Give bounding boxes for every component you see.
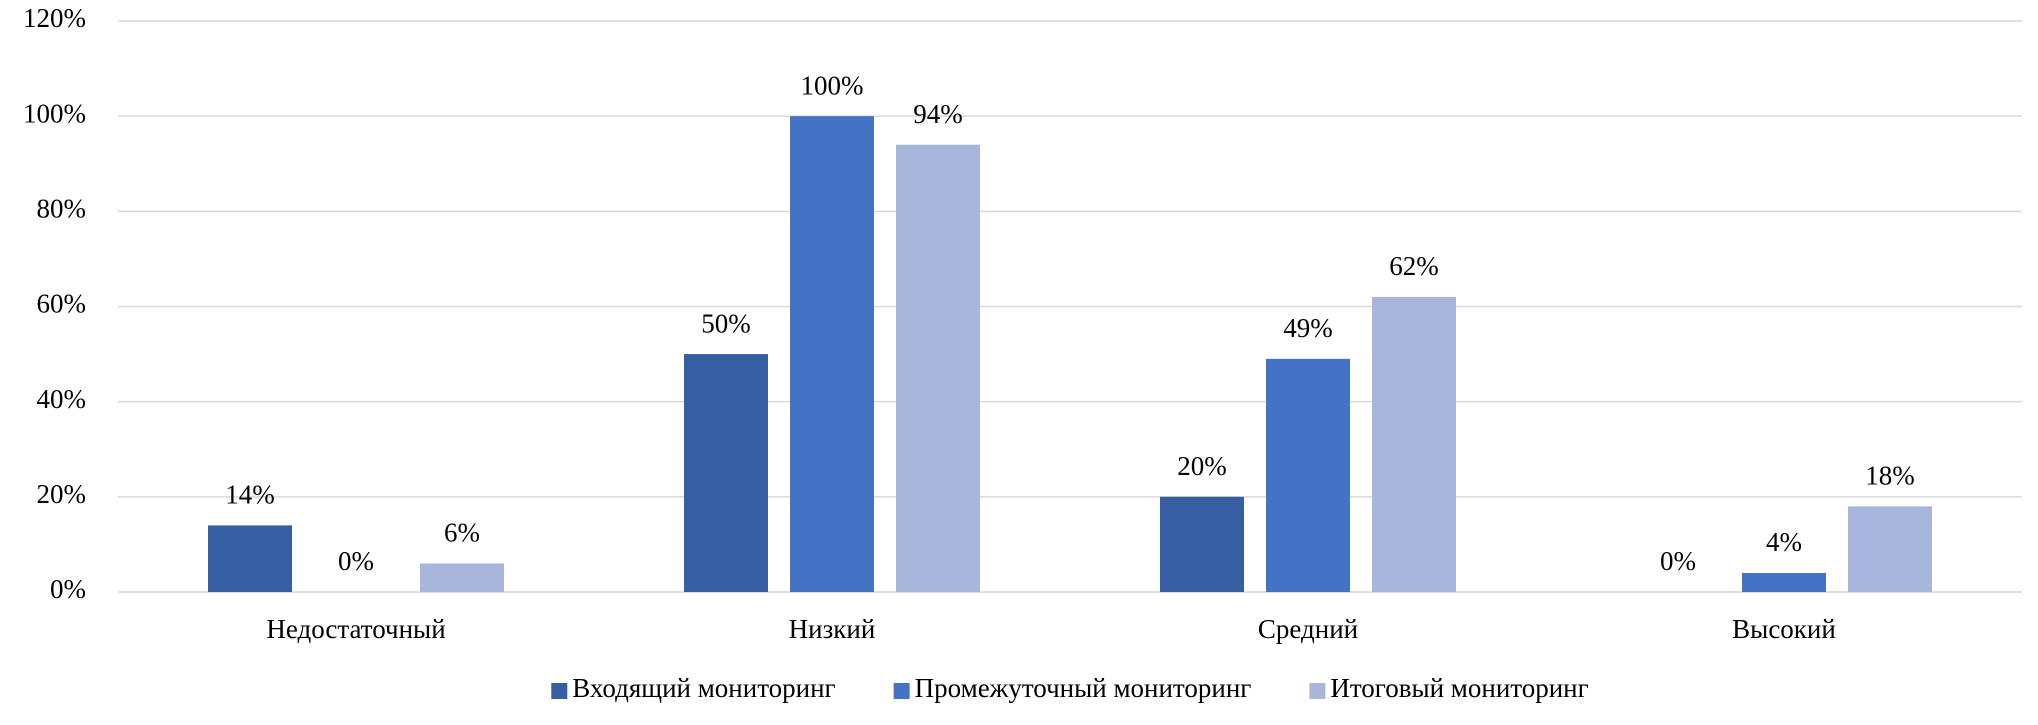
- data-label: 49%: [1283, 313, 1333, 343]
- x-tick-label: Недостаточный: [266, 614, 445, 644]
- bar: [208, 525, 292, 592]
- legend-label: Итоговый мониторинг: [1330, 673, 1588, 703]
- data-label: 14%: [225, 480, 275, 510]
- x-tick-label: Средний: [1258, 614, 1358, 644]
- bar: [790, 116, 874, 593]
- data-label: 62%: [1389, 251, 1439, 281]
- bar: [1160, 496, 1244, 592]
- bar: [1266, 358, 1350, 592]
- y-tick-label: 80%: [37, 194, 87, 224]
- bar: [1372, 296, 1456, 592]
- y-tick-label: 40%: [37, 384, 87, 414]
- legend-label: Входящий мониторинг: [572, 673, 835, 703]
- data-label: 6%: [444, 518, 480, 548]
- data-label: 20%: [1177, 451, 1227, 481]
- legend-label: Промежуточный мониторинг: [915, 673, 1252, 703]
- bar: [684, 354, 768, 592]
- x-tick-label: Высокий: [1732, 614, 1836, 644]
- y-tick-label: 0%: [50, 574, 86, 604]
- data-label: 100%: [801, 70, 864, 100]
- data-label: 50%: [701, 308, 751, 338]
- x-tick-label: Низкий: [789, 614, 876, 644]
- bar: [896, 144, 980, 592]
- y-tick-label: 60%: [37, 289, 87, 319]
- data-label: 0%: [338, 546, 374, 576]
- data-label: 4%: [1766, 527, 1802, 557]
- data-label: 18%: [1865, 461, 1915, 491]
- y-tick-label: 120%: [23, 3, 86, 33]
- bar: [420, 563, 504, 592]
- bar: [1848, 506, 1932, 592]
- data-label: 0%: [1660, 546, 1696, 576]
- legend-swatch: [893, 683, 910, 699]
- legend-swatch: [1309, 683, 1326, 699]
- legend-swatch: [551, 683, 568, 699]
- y-tick-label: 20%: [37, 479, 87, 509]
- data-label: 94%: [913, 99, 963, 129]
- y-tick-label: 100%: [23, 98, 86, 128]
- bar: [1742, 572, 1826, 592]
